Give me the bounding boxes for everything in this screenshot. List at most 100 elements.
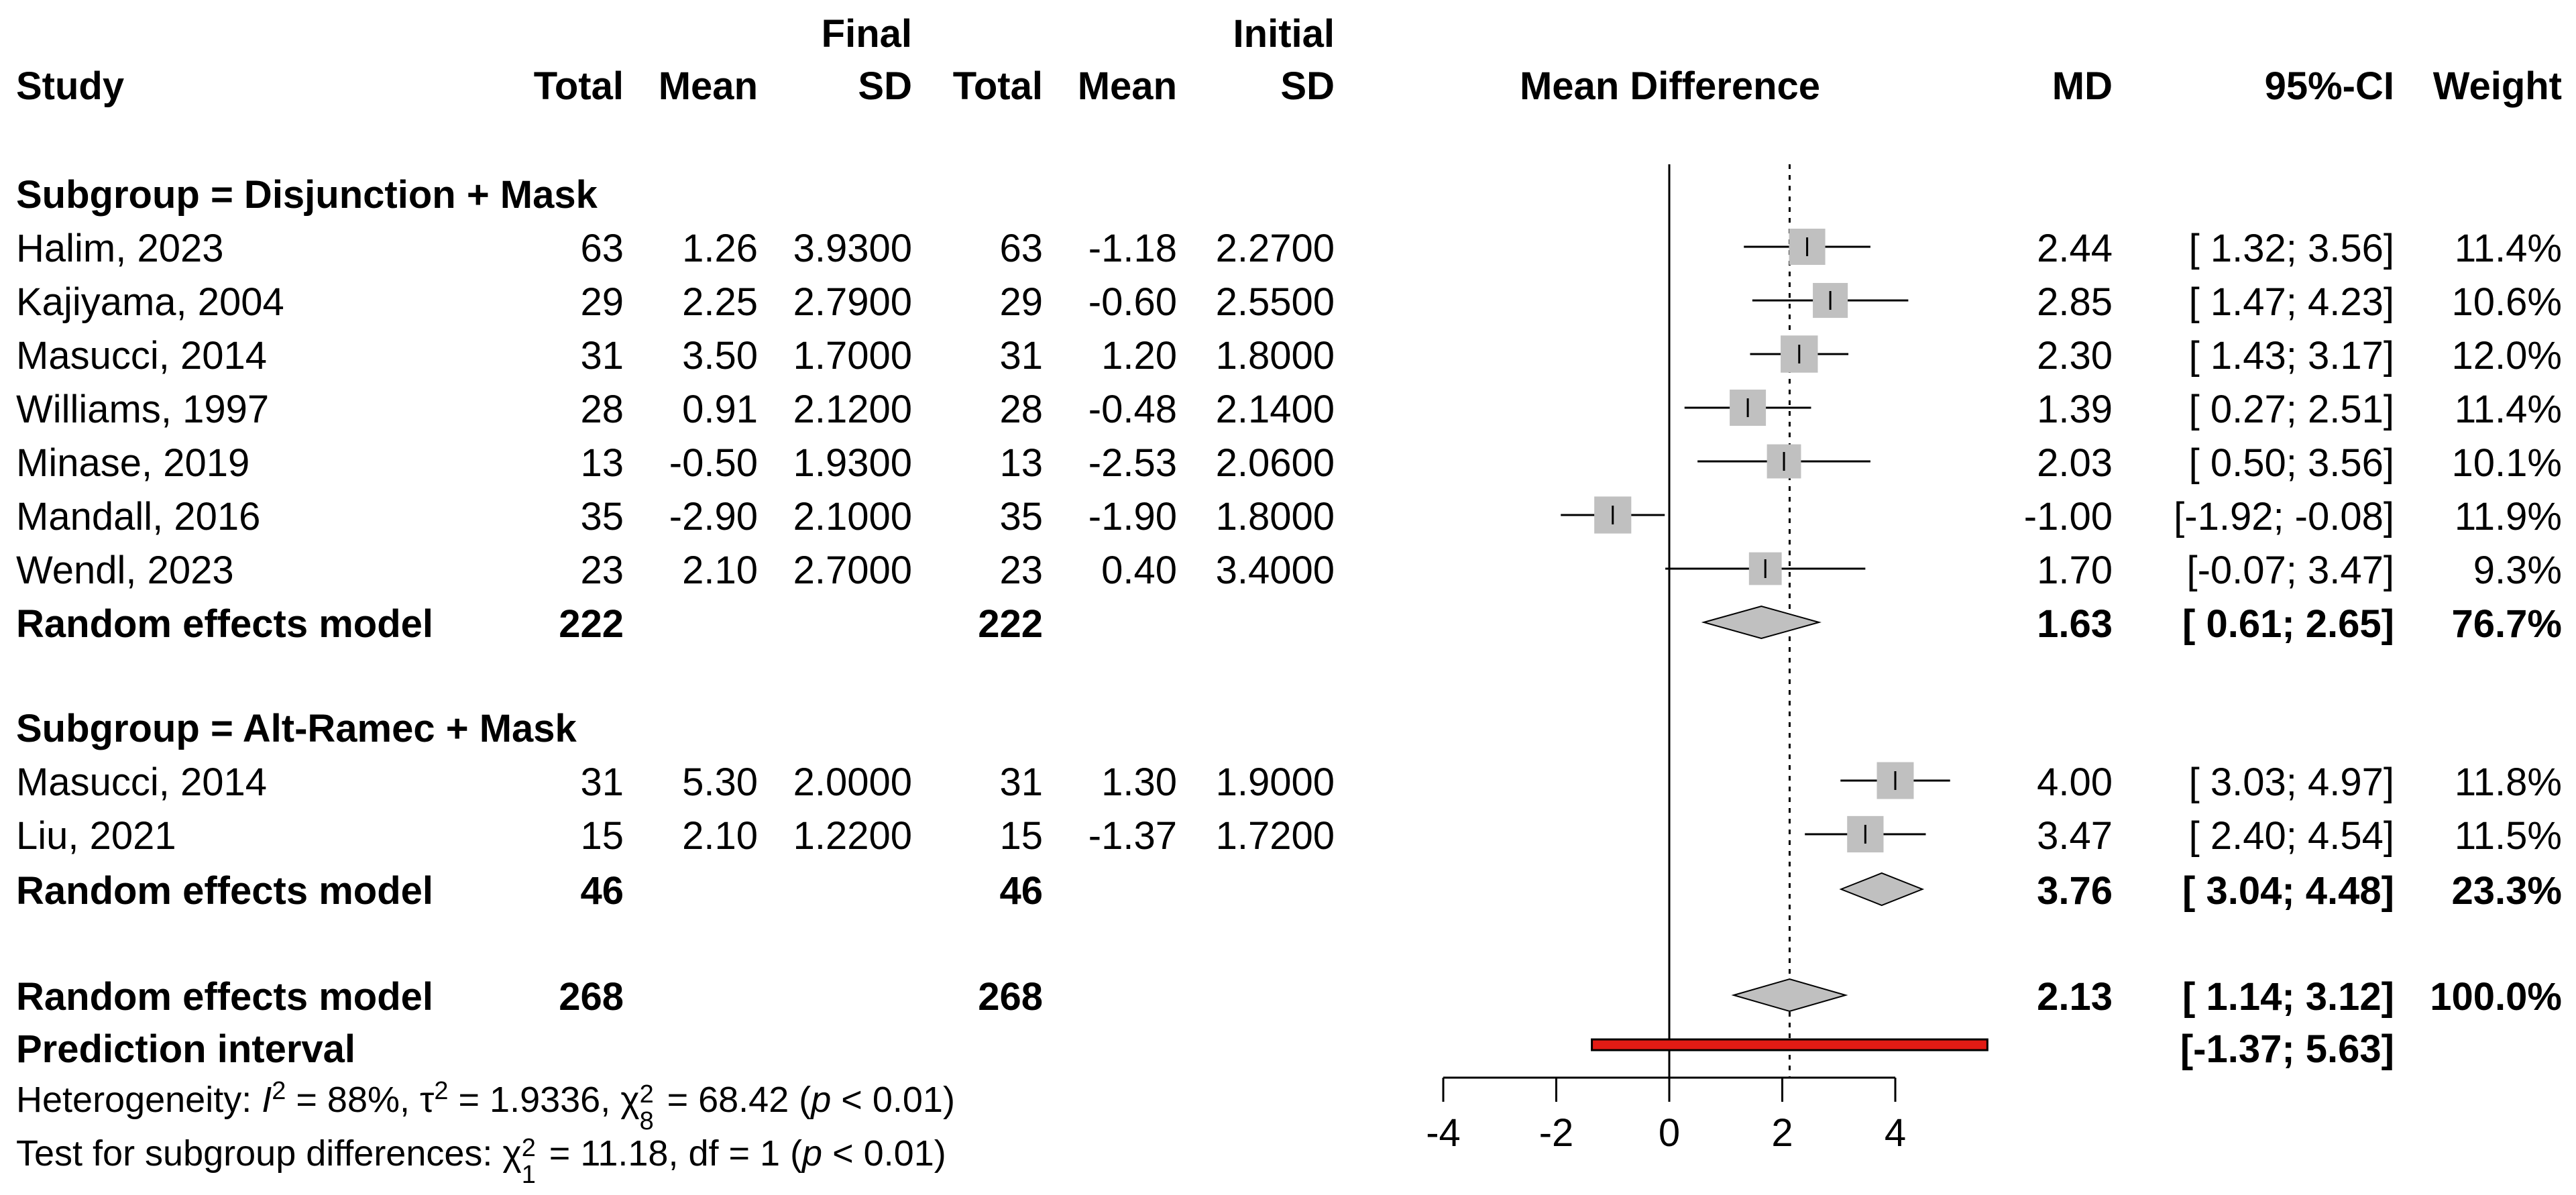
weight: 10.6% (2451, 280, 2562, 324)
ctl-total: 15 (999, 814, 1043, 858)
ci: [ 3.03; 4.97] (2188, 760, 2394, 804)
exp-mean: 2.10 (682, 814, 758, 858)
md: 2.03 (2037, 441, 2113, 485)
overall-weight: 100.0% (2430, 975, 2562, 1019)
exp-sd: 3.9300 (793, 227, 912, 270)
header-final: Final (821, 12, 912, 56)
md: 1.39 (2037, 388, 2113, 431)
study-name: Masucci, 2014 (16, 334, 267, 378)
exp-sd: 2.1200 (793, 388, 912, 431)
header-weight: Weight (2432, 64, 2562, 108)
exp-mean: -2.90 (669, 495, 758, 538)
ctl-mean: -2.53 (1088, 441, 1177, 485)
header-initial: Initial (1233, 12, 1335, 56)
ctl-total: 29 (999, 280, 1043, 324)
subgroup-1-summary-ci: [ 0.61; 2.65] (2182, 602, 2394, 646)
exp-mean: -0.50 (669, 441, 758, 485)
ctl-mean: 0.40 (1101, 549, 1177, 592)
summary-diamond (1731, 978, 1848, 1013)
ctl-sd: 2.1400 (1215, 388, 1335, 431)
ctl-mean: 1.30 (1101, 760, 1177, 804)
ci: [ 1.32; 3.56] (2188, 227, 2394, 270)
exp-total: 31 (580, 334, 624, 378)
subgroup-2-summary-md: 3.76 (2037, 869, 2113, 913)
header-ci: 95%-CI (2264, 64, 2394, 108)
summary-diamond (1701, 605, 1822, 640)
study-name: Wendl, 2023 (16, 549, 234, 592)
subgroup-1-summary-label: Random effects model (16, 602, 433, 646)
exp-sd: 2.7000 (793, 549, 912, 592)
ctl-total: 23 (999, 549, 1043, 592)
exp-mean: 2.25 (682, 280, 758, 324)
x-tick-label: -2 (1539, 1111, 1574, 1155)
md: 2.30 (2037, 334, 2113, 378)
md: 1.70 (2037, 549, 2113, 592)
exp-total: 29 (580, 280, 624, 324)
exp-total: 31 (580, 760, 624, 804)
exp-total: 13 (580, 441, 624, 485)
ctl-sd: 1.8000 (1215, 495, 1335, 538)
ctl-sd: 3.4000 (1215, 549, 1335, 592)
ctl-mean: -1.90 (1088, 495, 1177, 538)
md: 2.44 (2037, 227, 2113, 270)
exp-total: 23 (580, 549, 624, 592)
overall-total-e: 268 (559, 975, 624, 1019)
ci: [-1.92; -0.08] (2174, 495, 2394, 538)
ctl-total: 31 (999, 334, 1043, 378)
weight: 11.8% (2454, 760, 2562, 804)
overall-ci: [ 1.14; 3.12] (2182, 975, 2394, 1019)
exp-mean: 0.91 (682, 388, 758, 431)
study-name: Kajiyama, 2004 (16, 280, 284, 324)
exp-total: 63 (580, 227, 624, 270)
prediction-label: Prediction interval (16, 1027, 356, 1071)
exp-total: 35 (580, 495, 624, 538)
subgroup-1-summary-total-c: 222 (978, 602, 1043, 646)
ctl-sd: 1.9000 (1215, 760, 1335, 804)
exp-sd: 1.2200 (793, 814, 912, 858)
ctl-sd: 1.8000 (1215, 334, 1335, 378)
weight: 11.4% (2454, 388, 2562, 431)
exp-mean: 2.10 (682, 549, 758, 592)
ctl-total: 13 (999, 441, 1043, 485)
summary-diamond (1839, 872, 1925, 907)
exp-mean: 5.30 (682, 760, 758, 804)
ctl-mean: -0.48 (1088, 388, 1177, 431)
prediction-ci: [-1.37; 5.63] (2180, 1027, 2394, 1071)
ctl-sd: 2.5500 (1215, 280, 1335, 324)
header-study: Study (16, 64, 125, 108)
ci: [ 1.43; 3.17] (2188, 334, 2394, 378)
ctl-total: 63 (999, 227, 1043, 270)
exp-sd: 2.7900 (793, 280, 912, 324)
study-name: Mandall, 2016 (16, 495, 261, 538)
x-tick-label: 0 (1659, 1111, 1680, 1155)
overall-label: Random effects model (16, 975, 433, 1019)
header-mean-difference: Mean Difference (1519, 64, 1821, 108)
ctl-sd: 2.2700 (1215, 227, 1335, 270)
weight: 11.5% (2454, 814, 2562, 858)
header-ctl-sd: SD (1280, 64, 1335, 108)
exp-sd: 2.1000 (793, 495, 912, 538)
overall-total-c: 268 (978, 975, 1043, 1019)
subgroup-2-summary-label: Random effects model (16, 869, 433, 913)
overall-md: 2.13 (2037, 975, 2113, 1019)
subgroup-1-summary-weight: 76.7% (2451, 602, 2562, 646)
ctl-sd: 1.7200 (1215, 814, 1335, 858)
md: 2.85 (2037, 280, 2113, 324)
study-name: Williams, 1997 (16, 388, 270, 431)
subgroup-1-summary-md: 1.63 (2037, 602, 2113, 646)
study-name: Halim, 2023 (16, 227, 224, 270)
x-tick-label: 2 (1771, 1111, 1793, 1155)
weight: 12.0% (2451, 334, 2562, 378)
ci: [ 0.27; 2.51] (2188, 388, 2394, 431)
exp-mean: 3.50 (682, 334, 758, 378)
weight: 9.3% (2473, 549, 2562, 592)
ctl-mean: -1.37 (1088, 814, 1177, 858)
md: 4.00 (2037, 760, 2113, 804)
prediction-interval-bar (1591, 1038, 1989, 1051)
ci: [ 0.50; 3.56] (2188, 441, 2394, 485)
ctl-total: 31 (999, 760, 1043, 804)
